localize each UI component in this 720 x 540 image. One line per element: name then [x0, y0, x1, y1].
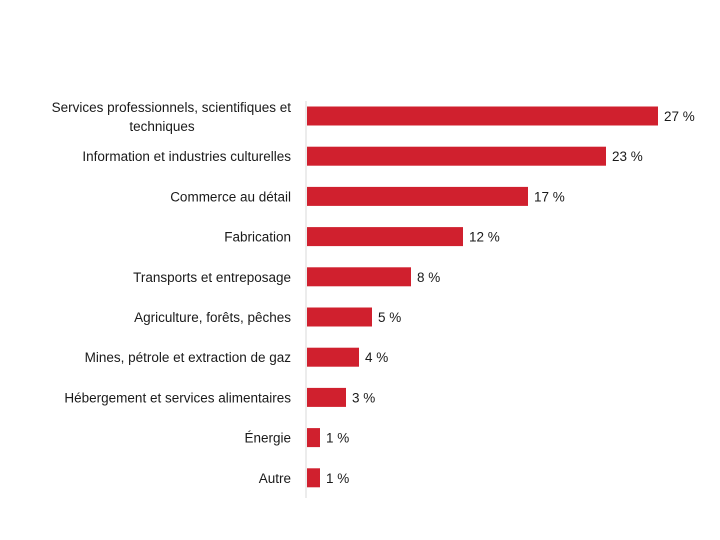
value-label-7: 3 % [352, 390, 375, 405]
bar-7 [307, 387, 346, 407]
category-label-7: Hébergement et services alimentaires [64, 390, 291, 405]
value-label-8: 1 % [326, 431, 349, 446]
bar-0 [307, 106, 658, 126]
value-label-9: 1 % [326, 471, 349, 486]
category-label-4: Transports et entreposage [133, 270, 291, 285]
category-label-0: Services professionnels, scientifiques e… [52, 100, 292, 134]
bar-1 [307, 146, 606, 166]
category-label-9: Autre [259, 471, 291, 486]
value-label-4: 8 % [417, 270, 440, 285]
bar-5 [307, 307, 372, 327]
value-label-1: 23 % [612, 149, 643, 164]
bar-3 [307, 227, 463, 247]
bar-9 [307, 468, 320, 488]
category-label-3: Fabrication [224, 230, 291, 245]
value-label-3: 12 % [469, 230, 500, 245]
category-label-8: Énergie [244, 431, 291, 446]
category-labels-group: Services professionnels, scientifiques e… [52, 100, 292, 486]
bar-4 [307, 267, 411, 287]
value-label-5: 5 % [378, 310, 401, 325]
bar-8 [307, 428, 320, 448]
value-labels-group: 27 % 23 % 17 % 12 % 8 % 5 % 4 % 3 % 1 % 1 % [326, 109, 695, 486]
bar-2 [307, 186, 528, 206]
category-label-1: Information et industries culturelles [82, 149, 291, 164]
value-label-6: 4 % [365, 350, 388, 365]
bar-6 [307, 347, 359, 367]
category-label-5: Agriculture, forêts, pêches [134, 310, 291, 325]
value-label-2: 17 % [534, 189, 565, 204]
value-label-0: 27 % [664, 109, 695, 124]
bars-group [307, 106, 658, 488]
category-label-2: Commerce au détail [170, 189, 291, 204]
category-label-6: Mines, pétrole et extraction de gaz [85, 350, 292, 365]
